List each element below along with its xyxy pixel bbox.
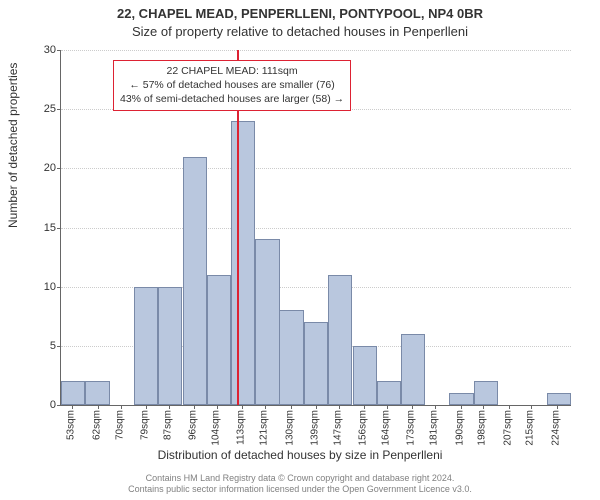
xtick-mark (72, 405, 73, 409)
xtick-label: 121sqm (259, 410, 270, 446)
xtick-mark (483, 405, 484, 409)
histogram-bar (401, 334, 425, 405)
xtick-label: 79sqm (140, 410, 151, 440)
xtick-label: 215sqm (525, 410, 536, 446)
ytick-mark (57, 168, 61, 169)
xtick-label: 96sqm (188, 410, 199, 440)
footer-line1: Contains HM Land Registry data © Crown c… (0, 473, 600, 485)
histogram-bar (474, 381, 498, 405)
ytick-mark (57, 109, 61, 110)
ytick-label: 25 (26, 103, 56, 115)
y-axis-label: Number of detached properties (6, 63, 20, 228)
xtick-mark (435, 405, 436, 409)
ytick-label: 20 (26, 162, 56, 174)
histogram-bar (279, 310, 303, 405)
xtick-label: 147sqm (332, 410, 343, 446)
ytick-mark (57, 50, 61, 51)
xtick-mark (169, 405, 170, 409)
chart-title-line1: 22, CHAPEL MEAD, PENPERLLENI, PONTYPOOL,… (0, 6, 600, 21)
annotation-line: 22 CHAPEL MEAD: 111sqm (120, 64, 344, 78)
ytick-label: 10 (26, 281, 56, 293)
ytick-label: 5 (26, 340, 56, 352)
footer-attribution: Contains HM Land Registry data © Crown c… (0, 473, 600, 496)
annotation-line: 43% of semi-detached houses are larger (… (120, 92, 344, 106)
xtick-label: 53sqm (66, 410, 77, 440)
xtick-mark (387, 405, 388, 409)
xtick-mark (98, 405, 99, 409)
xtick-label: 181sqm (429, 410, 440, 446)
xtick-label: 173sqm (406, 410, 417, 446)
footer-line2: Contains public sector information licen… (0, 484, 600, 496)
xtick-mark (291, 405, 292, 409)
xtick-mark (194, 405, 195, 409)
ytick-mark (57, 405, 61, 406)
xtick-mark (265, 405, 266, 409)
histogram-bar (353, 346, 377, 405)
xtick-label: 104sqm (210, 410, 221, 446)
xtick-mark (461, 405, 462, 409)
histogram-bar (158, 287, 182, 405)
xtick-mark (217, 405, 218, 409)
xtick-label: 87sqm (162, 410, 173, 440)
xtick-mark (316, 405, 317, 409)
histogram-bar (134, 287, 158, 405)
chart-container: 22, CHAPEL MEAD, PENPERLLENI, PONTYPOOL,… (0, 0, 600, 500)
histogram-bar (449, 393, 473, 405)
histogram-bar (377, 381, 401, 405)
annotation-box: 22 CHAPEL MEAD: 111sqm← 57% of detached … (113, 60, 351, 111)
gridline (61, 50, 571, 51)
histogram-bar (85, 381, 109, 405)
xtick-label: 113sqm (236, 410, 247, 445)
xtick-label: 156sqm (358, 410, 369, 446)
ytick-mark (57, 346, 61, 347)
histogram-bar (255, 239, 279, 405)
xtick-label: 139sqm (310, 410, 321, 446)
xtick-mark (557, 405, 558, 409)
xtick-mark (364, 405, 365, 409)
ytick-mark (57, 228, 61, 229)
xtick-label: 164sqm (380, 410, 391, 446)
xtick-mark (412, 405, 413, 409)
xtick-label: 190sqm (454, 410, 465, 446)
xtick-mark (121, 405, 122, 409)
xtick-mark (509, 405, 510, 409)
xtick-label: 62sqm (91, 410, 102, 440)
xtick-label: 198sqm (477, 410, 488, 446)
histogram-bar (207, 275, 231, 405)
gridline (61, 228, 571, 229)
histogram-bar (61, 381, 85, 405)
xtick-label: 130sqm (284, 410, 295, 446)
xtick-label: 207sqm (502, 410, 513, 446)
xtick-mark (242, 405, 243, 409)
ytick-label: 0 (26, 399, 56, 411)
histogram-bar (304, 322, 328, 405)
xtick-label: 224sqm (550, 410, 561, 446)
xtick-label: 70sqm (114, 410, 125, 440)
xtick-mark (531, 405, 532, 409)
ytick-label: 30 (26, 44, 56, 56)
ytick-label: 15 (26, 222, 56, 234)
histogram-bar (183, 157, 207, 406)
histogram-bar (547, 393, 571, 405)
gridline (61, 168, 571, 169)
histogram-bar (328, 275, 352, 405)
ytick-mark (57, 287, 61, 288)
chart-title-line2: Size of property relative to detached ho… (0, 24, 600, 39)
x-axis-label: Distribution of detached houses by size … (0, 448, 600, 462)
annotation-line: ← 57% of detached houses are smaller (76… (120, 78, 344, 92)
histogram-bar (231, 121, 255, 405)
xtick-mark (339, 405, 340, 409)
xtick-mark (146, 405, 147, 409)
